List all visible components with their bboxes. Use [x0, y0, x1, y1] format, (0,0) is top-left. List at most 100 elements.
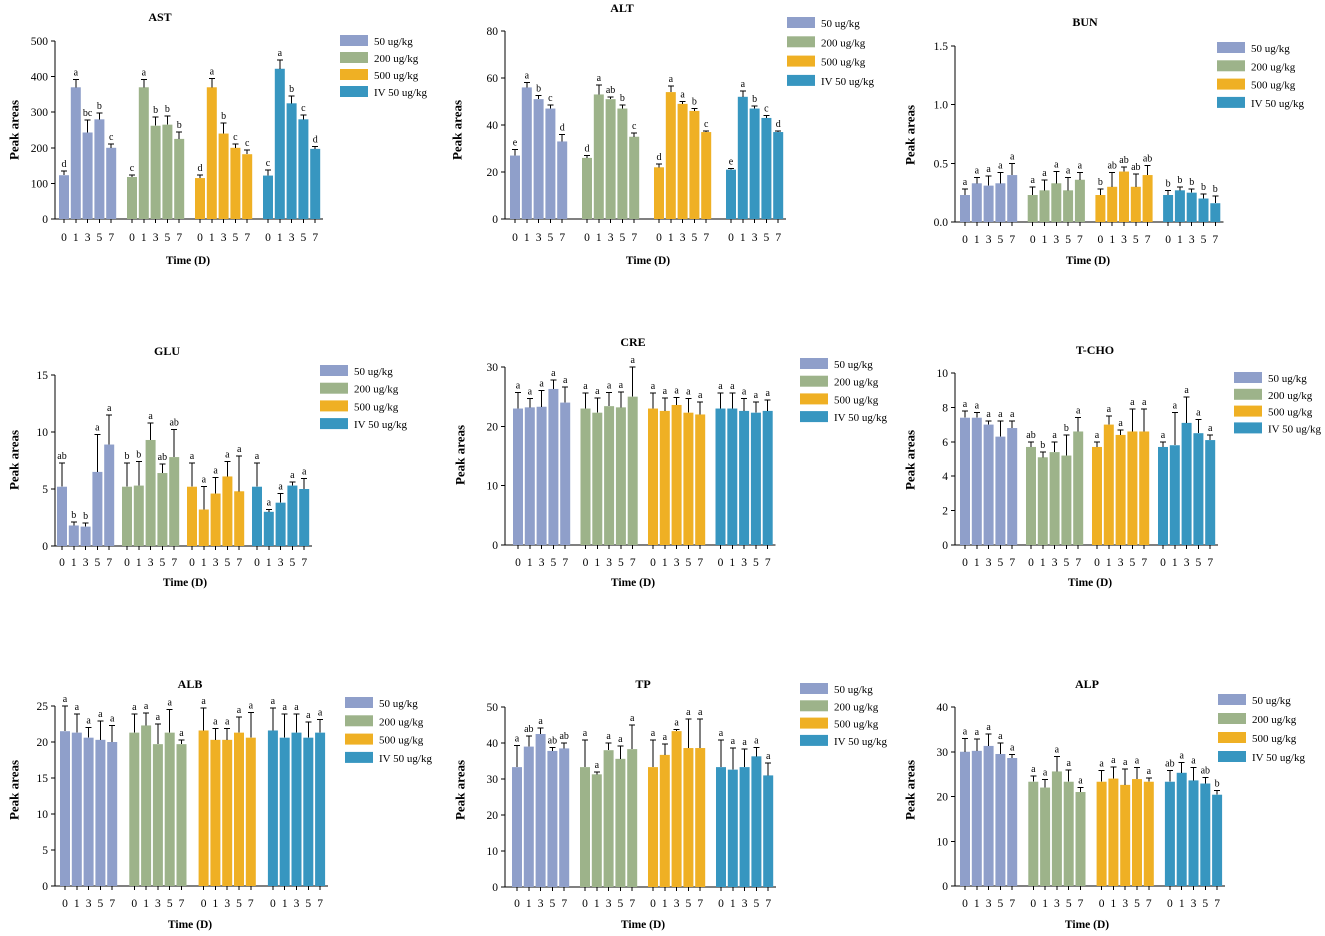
bar [683, 748, 694, 887]
bar [234, 491, 245, 546]
chart-title: T-CHO [1076, 343, 1114, 357]
bar [206, 87, 217, 219]
x-tick-label: 1 [596, 232, 602, 244]
significance-letter: a [294, 702, 299, 713]
bar [222, 739, 233, 886]
x-tick-label: 1 [729, 557, 735, 569]
x-tick-label: 5 [160, 557, 166, 569]
significance-letter: c [233, 132, 238, 143]
significance-letter: e [513, 138, 518, 149]
significance-letter: a [686, 707, 691, 718]
x-tick-label: 3 [741, 557, 747, 569]
x-tick-label: 3 [608, 232, 614, 244]
significance-letter: a [63, 694, 68, 705]
x-tick-label: 0 [254, 557, 260, 569]
significance-letter: a [986, 409, 991, 420]
legend-label: IV 50 ug/kg [1251, 98, 1304, 110]
legend-label: 500 ug/kg [1252, 733, 1297, 745]
legend-label: 50 ug/kg [374, 36, 413, 48]
bar [629, 136, 640, 219]
significance-letter: d [776, 119, 781, 130]
legend-label: 500 ug/kg [821, 57, 866, 69]
x-tick-label: 5 [998, 557, 1004, 569]
x-tick-label: 0 [650, 557, 656, 569]
x-tick-label: 1 [1106, 557, 1112, 569]
x-tick-label: 0 [265, 232, 271, 244]
x-tick-label: 3 [1121, 234, 1127, 246]
x-tick-label: 7 [236, 557, 242, 569]
significance-letter: a [669, 74, 674, 85]
legend-label: 200 ug/kg [1268, 390, 1313, 402]
x-tick-label: 5 [764, 232, 770, 244]
x-tick-label: 7 [630, 557, 636, 569]
x-tick-label: 5 [95, 557, 101, 569]
legend-swatch [800, 358, 828, 369]
y-tick-label: 30 [487, 362, 499, 374]
significance-letter: a [998, 409, 1003, 420]
legend-label: IV 50 ug/kg [834, 412, 887, 424]
legend-swatch [320, 418, 348, 430]
significance-letter: a [267, 498, 272, 509]
x-tick-label: 1 [213, 898, 219, 910]
x-tick-label: 7 [248, 898, 254, 910]
x-tick-label: 7 [176, 232, 182, 244]
significance-letter: ab [1119, 155, 1128, 166]
chart-panel-glu: GLU051015ab0b1b3a5a7b0b1a3ab5ab7a0a1a3a5… [7, 344, 408, 589]
bar [145, 439, 156, 546]
bar [287, 485, 298, 546]
significance-letter: a [583, 381, 588, 392]
significance-letter: a [975, 401, 980, 412]
bar [162, 124, 173, 219]
y-tick-label: 8 [942, 402, 948, 414]
x-tick-label: 7 [1009, 234, 1015, 246]
x-tick-label: 7 [1145, 234, 1151, 246]
bar [1163, 195, 1174, 222]
significance-letter: a [202, 475, 207, 486]
x-tick-label: 0 [1028, 557, 1034, 569]
legend-swatch [340, 86, 368, 97]
significance-letter: a [663, 732, 668, 743]
x-tick-label: 3 [1054, 898, 1060, 910]
chart-title: BUN [1072, 15, 1098, 29]
bar [1115, 434, 1126, 545]
x-tick-label: 0 [189, 557, 195, 569]
legend-swatch [345, 751, 373, 763]
significance-letter: a [1191, 755, 1196, 766]
y-tick-label: 20 [937, 792, 949, 804]
x-tick-label: 5 [305, 898, 311, 910]
significance-letter: a [1042, 168, 1047, 179]
bar [548, 388, 559, 545]
x-tick-label: 7 [765, 898, 771, 910]
y-axis-label: Peak areas [453, 760, 468, 820]
x-tick-label: 7 [631, 232, 637, 244]
significance-letter: a [539, 379, 544, 390]
significance-letter: a [213, 466, 218, 477]
x-tick-label: 0 [1098, 234, 1104, 246]
bar [960, 751, 970, 886]
significance-letter: a [278, 48, 283, 59]
y-tick-label: 30 [487, 774, 499, 786]
legend: 50 ug/kg 200 ug/kg 500 ug/kg IV 50 ug/kg [1217, 42, 1304, 110]
y-axis-label: Peak areas [7, 430, 22, 490]
legend-label: 500 ug/kg [834, 394, 879, 406]
x-tick-label: 0 [718, 898, 724, 910]
legend-label: 50 ug/kg [1251, 43, 1290, 55]
significance-letter: a [110, 713, 115, 724]
x-tick-label: 0 [1094, 557, 1100, 569]
significance-letter: a [1078, 776, 1083, 787]
bar [187, 486, 197, 546]
legend-label: IV 50 ug/kg [821, 76, 874, 88]
legend: 50 ug/kg 200 ug/kg 500 ug/kg IV 50 ug/kg [800, 358, 887, 424]
x-tick-label: 3 [155, 898, 161, 910]
y-tick-label: 15 [37, 370, 49, 382]
bar [695, 414, 706, 545]
bar [560, 402, 571, 545]
legend-label: 200 ug/kg [834, 377, 879, 389]
significance-letter: a [306, 710, 311, 721]
bar [689, 110, 700, 219]
x-tick-label: 3 [289, 232, 295, 244]
x-tick-label: 1 [277, 232, 283, 244]
x-tick-label: 0 [650, 898, 656, 910]
bar [303, 737, 314, 886]
significance-letter: a [1118, 418, 1123, 429]
